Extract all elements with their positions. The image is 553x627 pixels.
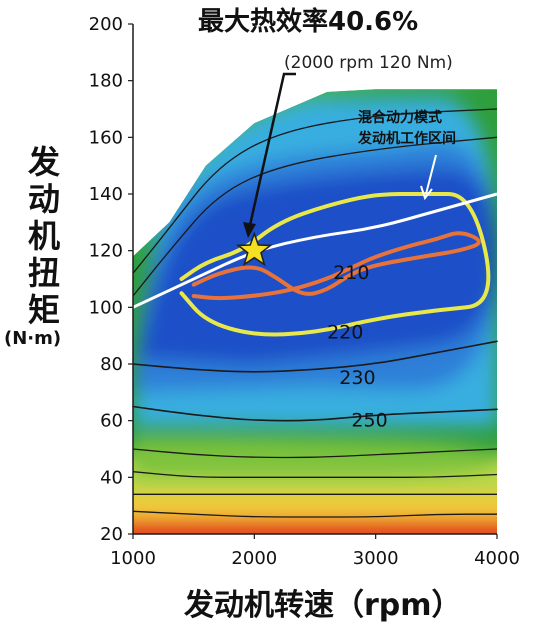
y-tick-label-100: 100 (89, 297, 123, 318)
efficiency-contours: 210 220 230 250 (132, 191, 498, 431)
max-efficiency-star-icon (235, 231, 273, 267)
y-axis-label-char-1: 发 (28, 143, 60, 181)
x-tick-label-2000: 2000 (231, 548, 277, 569)
chart-subtitle: (2000 rpm 120 Nm) (284, 53, 453, 73)
x-tick-label-4000: 4000 (474, 548, 520, 569)
isoline-envelope-inner (133, 108, 497, 274)
x-tick-label-1000: 1000 (110, 548, 156, 569)
y-axis-label-char-2: 动 (28, 180, 60, 218)
y-tick-label-140: 140 (89, 184, 123, 205)
y-axis-ticks: 20 40 60 80 100 120 140 160 180 200 (89, 14, 133, 545)
x-axis-ticks: 1000 2000 3000 4000 (110, 534, 520, 569)
isoline-2 (133, 471, 497, 478)
contour-label-250: 250 (351, 409, 387, 431)
y-axis-unit: (N·m) (4, 328, 61, 349)
x-axis-title: 发动机转速（rpm） (183, 588, 462, 623)
contour-label-230: 230 (339, 367, 375, 389)
hybrid-operating-line (132, 192, 498, 309)
y-tick-label-60: 60 (100, 411, 123, 432)
contour-210 (191, 231, 481, 301)
contour-220 (179, 191, 491, 337)
band-lowest (133, 519, 497, 534)
isolines (133, 108, 497, 518)
isoline-4 (133, 510, 497, 518)
title-pointer-arrowhead (243, 222, 256, 238)
y-tick-label-80: 80 (100, 354, 123, 375)
isoline-1 (133, 448, 497, 459)
hybrid-label-line-2: 发动机工作区间 (357, 130, 456, 147)
y-axis-label-char-3: 机 (28, 217, 60, 255)
y-tick-label-160: 160 (89, 127, 123, 148)
hybrid-label-arrow (425, 154, 437, 195)
title-pointer-arrow (246, 72, 296, 235)
y-axis-label-char-5: 矩 (28, 291, 60, 329)
isoline-envelope-inner-2 (133, 136, 497, 297)
hybrid-label-line-1: 混合动力模式 (358, 109, 442, 126)
chart-title: 最大热效率40.6% (198, 6, 418, 37)
contour-label-210: 210 (333, 262, 369, 284)
hybrid-label-arrowhead (420, 185, 433, 201)
contour-230 (132, 340, 498, 373)
y-axis-title: 发 动 机 扭 矩 (N·m) (4, 143, 61, 349)
y-axis-label-char-4: 扭 (28, 254, 60, 292)
plot-area: 210 220 230 250 (132, 24, 498, 535)
x-tick-label-3000: 3000 (353, 548, 399, 569)
y-tick-label-200: 200 (89, 14, 123, 35)
contour-250 (132, 405, 498, 422)
y-tick-label-180: 180 (89, 71, 123, 92)
y-tick-label-120: 120 (89, 241, 123, 262)
hybrid-region-annotation: 混合动力模式 发动机工作区间 (357, 109, 456, 201)
contour-label-220: 220 (327, 322, 363, 344)
y-tick-label-40: 40 (100, 467, 123, 488)
efficiency-bands (133, 89, 497, 534)
title-group: 最大热效率40.6% (2000 rpm 120 Nm) (198, 6, 453, 238)
y-tick-label-20: 20 (100, 524, 123, 545)
